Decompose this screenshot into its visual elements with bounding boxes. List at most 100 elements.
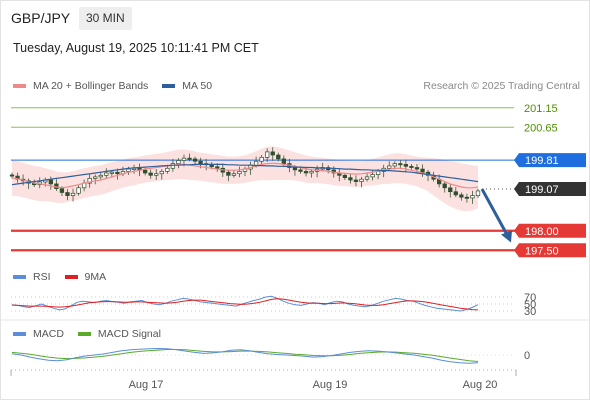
- candle-body: [387, 165, 392, 169]
- rsi-level-label: 30: [524, 306, 536, 318]
- candle-body: [104, 172, 109, 176]
- candle-body: [148, 172, 153, 176]
- x-tick-label: Aug 17: [129, 379, 164, 391]
- macd-legend-label: MACD: [33, 328, 64, 340]
- ma9-legend-label: 9MA: [84, 271, 107, 283]
- macd-line: [11, 347, 479, 364]
- candle-body: [65, 192, 70, 196]
- candle-body: [342, 174, 348, 179]
- macd-swatch: [13, 332, 26, 336]
- ma50-legend-label: MA 50: [182, 80, 213, 92]
- level-tag-support: [514, 223, 586, 238]
- candle-body: [370, 174, 375, 178]
- candle-body: [364, 176, 370, 180]
- candle-body: [159, 171, 164, 175]
- level-tag-support: [514, 243, 586, 258]
- candle-body: [142, 169, 148, 174]
- candle-body: [353, 179, 359, 182]
- candle-body: [215, 166, 220, 169]
- candle-body: [398, 163, 403, 166]
- candle-body: [165, 167, 170, 172]
- candle-body: [409, 165, 414, 168]
- candle-body: [459, 194, 464, 198]
- main-legend: MA 20 + Bollinger Bands MA 50: [13, 80, 212, 92]
- ma20-swatch: [13, 84, 26, 88]
- candle-body: [359, 178, 364, 182]
- candle-body: [192, 158, 198, 162]
- level-tag-current: [514, 181, 586, 196]
- rsi-line: [11, 295, 479, 312]
- candle-body: [187, 157, 192, 160]
- candle-body: [59, 188, 65, 193]
- candle-body: [265, 151, 270, 158]
- candle-body: [309, 171, 314, 174]
- candle-body: [270, 151, 275, 156]
- candle-body: [292, 167, 298, 171]
- level-label-resistance: 201.15: [524, 103, 558, 115]
- candle-body: [281, 158, 286, 164]
- candle-body: [176, 160, 181, 164]
- level-tag-pivot: [514, 153, 586, 168]
- candle-body: [226, 171, 231, 176]
- macd-zero-label: 0: [524, 350, 530, 362]
- chart-datetime: Tuesday, August 19, 2025 10:11:41 PM CET: [13, 41, 259, 55]
- candle-body: [181, 157, 187, 161]
- rsi-legend: RSI 9MA: [13, 271, 106, 283]
- candle-body: [126, 168, 131, 172]
- timeframe-badge[interactable]: 30 MIN: [79, 7, 132, 30]
- research-credit: Research © 2025 Trading Central: [423, 80, 580, 92]
- candle-body: [298, 169, 303, 172]
- rsi-ma9-line: [11, 298, 479, 311]
- candle-body: [98, 174, 103, 178]
- ma50-line: [11, 163, 479, 186]
- ma20-line: [11, 162, 479, 189]
- rsi-level-label: 70: [524, 292, 536, 304]
- candle-body: [198, 160, 203, 164]
- level-label-support: 198.00: [525, 226, 559, 238]
- bollinger-band-area: [12, 146, 478, 212]
- ma20-legend-label: MA 20 + Bollinger Bands: [33, 80, 149, 92]
- candle-body: [9, 174, 15, 177]
- x-tick-label: Aug 19: [313, 379, 348, 391]
- candle-body: [303, 171, 309, 174]
- macd-signal-swatch: [77, 332, 91, 336]
- candle-body: [48, 179, 53, 185]
- ma50-swatch: [162, 84, 176, 88]
- level-label-support: 197.50: [525, 245, 559, 257]
- rsi-legend-label: RSI: [33, 271, 51, 283]
- candle-body: [348, 177, 353, 181]
- candle-body: [87, 178, 92, 184]
- candle-body: [442, 183, 447, 189]
- candle-body: [253, 160, 259, 166]
- level-label-current: 199.07: [525, 184, 559, 196]
- rsi-swatch: [13, 275, 26, 279]
- candle-body: [259, 157, 264, 162]
- candle-body: [276, 154, 281, 160]
- candle-body: [154, 173, 159, 176]
- level-label-pivot: 199.81: [525, 155, 559, 167]
- ma9-swatch: [64, 275, 78, 279]
- level-label-resistance: 200.65: [524, 122, 558, 134]
- candle-body: [109, 171, 115, 174]
- candle-body: [93, 176, 98, 179]
- rsi-level-label: 50: [524, 299, 536, 311]
- x-tick-label: Aug 20: [463, 379, 498, 391]
- candle-body: [420, 168, 425, 173]
- candle-body: [475, 190, 481, 196]
- candle-body: [115, 171, 120, 175]
- instrument-title: GBP/JPY: [11, 10, 71, 26]
- candle-body: [414, 167, 420, 170]
- forecast-arrow-shaft: [480, 188, 510, 238]
- candle-body: [76, 187, 81, 194]
- candle-body: [453, 191, 458, 196]
- candle-body: [231, 173, 237, 176]
- macd-signal-legend-label: MACD Signal: [97, 328, 161, 340]
- chart-header: GBP/JPY 30 MIN: [0, 0, 590, 36]
- forecast-arrow-head: [501, 230, 512, 243]
- macd-signal-line: [11, 349, 479, 362]
- candle-body: [448, 187, 453, 193]
- candle-body: [392, 163, 397, 167]
- candle-body: [403, 164, 409, 167]
- macd-legend: MACD MACD Signal: [13, 328, 161, 340]
